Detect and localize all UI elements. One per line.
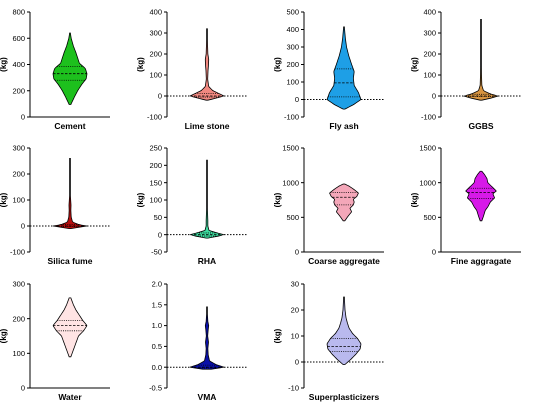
panel-2-y-tick-label-4: 300: [149, 29, 162, 38]
panel-4-y-tick-label-0: -100: [421, 113, 436, 122]
panel-6-y-axis-title: (kg): [136, 192, 145, 207]
panel-3-y-tick-label-4: 300: [286, 43, 299, 52]
panel-3-violin: [326, 26, 362, 110]
panel-2-y-tick-label-5: 400: [149, 8, 162, 17]
panel-7-y-tick-label-0: 0: [295, 248, 299, 257]
panel-6-y-tick-label-4: 150: [149, 178, 162, 187]
panel-4-y-axis-title: (kg): [410, 57, 419, 72]
panel-9-violin: [52, 297, 88, 358]
panel-9-y-axis-title: (kg): [0, 328, 8, 343]
panel-1-y-axis-title: (kg): [0, 57, 8, 72]
panel-10-y-tick-label-3: 1.0: [152, 321, 162, 330]
panel-5-y-tick-label-4: 300: [12, 144, 25, 153]
panel-5-violin: [53, 158, 87, 229]
panel-11-y-axis-title: (kg): [273, 328, 282, 343]
panel-6-y-tick-label-2: 50: [154, 213, 162, 222]
panel-2-y-tick-label-2: 100: [149, 71, 162, 80]
panel-1-y-tick-label-1: 200: [12, 86, 25, 95]
panel-3-y-tick-label-2: 100: [286, 78, 299, 87]
panel-8-y-tick-label-2: 1000: [419, 178, 436, 187]
panel-3-y-tick-label-5: 400: [286, 25, 299, 34]
panel-1-y-tick-label-0: 0: [21, 113, 25, 122]
panel-6-y-tick-label-0: -50: [151, 248, 162, 257]
panel-8-y-tick-label-1: 500: [423, 213, 436, 222]
panel-10-y-tick-label-2: 0.5: [152, 342, 162, 351]
panel-9-y-tick-label-3: 300: [12, 280, 25, 289]
panel-7-y-axis-title: (kg): [273, 192, 282, 207]
panel-8-category-label: Fine aggragate: [451, 256, 512, 266]
panel-5-y-tick-label-2: 100: [12, 196, 25, 205]
panel-11-y-tick-label-3: 20: [291, 306, 299, 315]
panel-2-violin: [189, 28, 225, 101]
panel-3-y-tick-label-3: 200: [286, 60, 299, 69]
panel-11-y-tick-label-0: -10: [288, 384, 299, 393]
panel-10-y-tick-label-1: 0.0: [152, 363, 162, 372]
panel-5-y-tick-label-0: -100: [10, 248, 25, 257]
panel-4-y-tick-label-5: 400: [423, 8, 436, 17]
panel-4-y-tick-label-3: 200: [423, 50, 436, 59]
panel-3-y-tick-label-1: 0: [295, 95, 299, 104]
panel-8-violin: [465, 170, 497, 222]
panel-6-violin: [191, 159, 223, 239]
panel-2-y-axis-title: (kg): [136, 57, 145, 72]
panel-2-y-tick-label-1: 0: [158, 92, 162, 101]
panel-8-y-axis-title: (kg): [410, 192, 419, 207]
panel-6-y-tick-label-1: 0: [158, 230, 162, 239]
panel-8-y-tick-label-0: 0: [432, 248, 436, 257]
panel-4-category-label: GGBS: [468, 121, 493, 131]
panel-10-y-tick-label-5: 2.0: [152, 280, 162, 289]
panel-7-category-label: Coarse aggregate: [308, 256, 380, 266]
panel-6-y-tick-label-3: 100: [149, 196, 162, 205]
panel-5-y-tick-label-1: 0: [21, 222, 25, 231]
panel-7-y-tick-label-3: 1500: [282, 144, 299, 153]
panel-5-y-tick-label-3: 200: [12, 170, 25, 179]
panel-2-y-tick-label-3: 200: [149, 50, 162, 59]
panel-7-violin: [329, 183, 359, 222]
panel-4-y-tick-label-2: 100: [423, 71, 436, 80]
panel-2-y-tick-label-0: -100: [147, 113, 162, 122]
panel-1-y-tick-label-3: 600: [12, 34, 25, 43]
panel-1-y-tick-label-4: 800: [12, 8, 25, 17]
panel-3-y-tick-label-6: 500: [286, 8, 299, 17]
panel-6-y-tick-label-6: 250: [149, 144, 162, 153]
panel-9-y-tick-label-0: 0: [21, 384, 25, 393]
panel-5-y-axis-title: (kg): [0, 192, 8, 207]
panel-8-y-tick-label-3: 1500: [419, 144, 436, 153]
panel-10-category-label: VMA: [198, 392, 217, 402]
panel-1-y-tick-label-2: 400: [12, 60, 25, 69]
panel-4-y-tick-label-4: 300: [423, 29, 436, 38]
panel-11-y-tick-label-4: 30: [291, 280, 299, 289]
panel-7-y-tick-label-2: 1000: [282, 178, 299, 187]
panel-5-category-label: Silica fume: [48, 256, 93, 266]
panel-7-y-tick-label-1: 500: [286, 213, 299, 222]
panel-9-y-tick-label-2: 200: [12, 314, 25, 323]
panel-3-category-label: Fly ash: [329, 121, 358, 131]
panel-11-category-label: Superplasticizers: [309, 392, 380, 402]
panel-1-category-label: Cement: [54, 121, 85, 131]
panel-11-y-tick-label-1: 0: [295, 358, 299, 367]
panel-3-y-axis-title: (kg): [273, 57, 282, 72]
panel-1-violin: [52, 32, 88, 105]
panel-9-category-label: Water: [58, 392, 82, 402]
panel-2-category-label: Lime stone: [185, 121, 230, 131]
panel-10-y-tick-label-4: 1.5: [152, 300, 162, 309]
panel-4-violin: [463, 18, 499, 101]
panel-11-y-tick-label-2: 10: [291, 332, 299, 341]
panel-9-y-tick-label-1: 100: [12, 349, 25, 358]
panel-3-y-tick-label-0: -100: [284, 113, 299, 122]
panel-11-violin: [326, 296, 362, 365]
panel-4-y-tick-label-1: 0: [432, 92, 436, 101]
panel-10-violin: [189, 306, 225, 370]
panel-10-y-tick-label-0: -0.5: [149, 384, 162, 393]
panel-6-y-tick-label-5: 200: [149, 161, 162, 170]
panel-6-category-label: RHA: [198, 256, 216, 266]
